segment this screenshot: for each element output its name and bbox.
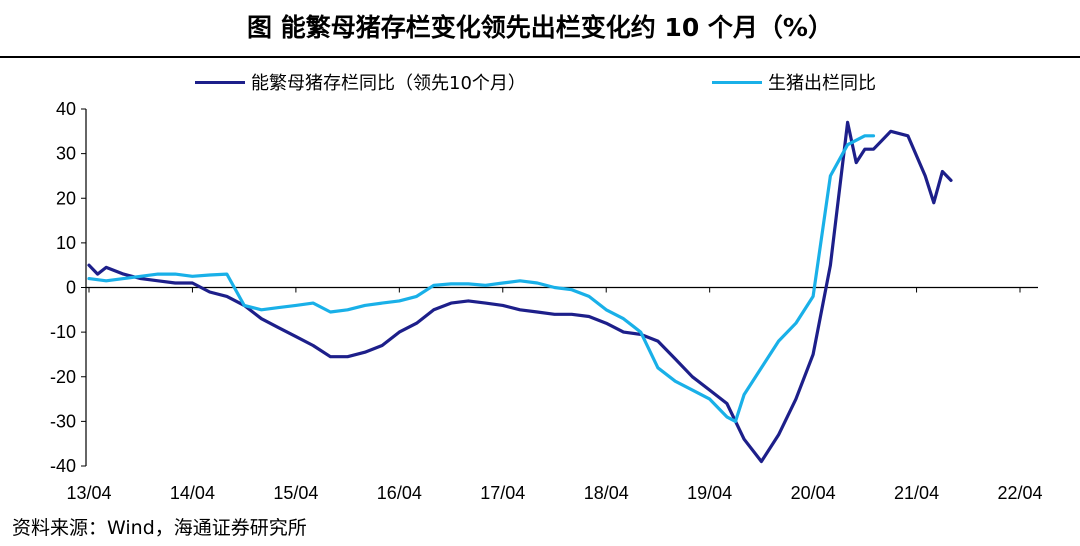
source-note: 资料来源：Wind，海通证券研究所 xyxy=(12,517,307,539)
y-tick-label: -30 xyxy=(50,411,76,431)
legend-label-breeding-sows: 能繁母猪存栏同比（领先10个月） xyxy=(251,73,526,94)
y-tick-label: 0 xyxy=(66,278,76,298)
legend-item-breeding-sows: 能繁母猪存栏同比（领先10个月） xyxy=(195,68,526,96)
chart-series-lines xyxy=(87,120,953,464)
legend-swatch-breeding-sows xyxy=(195,80,245,84)
x-tick-label: 15/04 xyxy=(273,483,318,503)
series-line-breeding-sows xyxy=(87,120,953,464)
legend-item-hog-output: 生猪出栏同比 xyxy=(712,68,876,96)
title-divider xyxy=(0,56,1080,58)
x-tick-label: 19/04 xyxy=(687,483,732,503)
series-line-hog-output xyxy=(87,134,876,423)
x-tick-label: 18/04 xyxy=(584,483,629,503)
legend-swatch-hog-output xyxy=(712,80,762,84)
x-tick-label: 16/04 xyxy=(377,483,422,503)
x-tick-label: 14/04 xyxy=(170,483,215,503)
x-tick-label: 17/04 xyxy=(480,483,525,503)
x-tick-label: 22/04 xyxy=(997,483,1042,503)
y-tick-label: -20 xyxy=(50,367,76,387)
x-tick-label: 13/04 xyxy=(66,483,111,503)
y-tick-label: 10 xyxy=(56,233,76,253)
x-tick-label: 20/04 xyxy=(791,483,836,503)
legend-label-hog-output: 生猪出栏同比 xyxy=(768,73,876,94)
y-tick-label: 40 xyxy=(56,99,76,119)
chart-title: 图 能繁母猪存栏变化领先出栏变化约 10 个月（%） xyxy=(247,13,833,42)
y-tick-label: -10 xyxy=(50,322,76,342)
chart-tick-labels: 40 30 20 10 0 -10 -20 -30 -40 13/04 14/04 15/04 16/0… xyxy=(50,99,1043,503)
y-tick-label: 20 xyxy=(56,188,76,208)
y-tick-label: 30 xyxy=(56,144,76,164)
x-tick-label: 21/04 xyxy=(894,483,939,503)
y-tick-label: -40 xyxy=(50,456,76,476)
